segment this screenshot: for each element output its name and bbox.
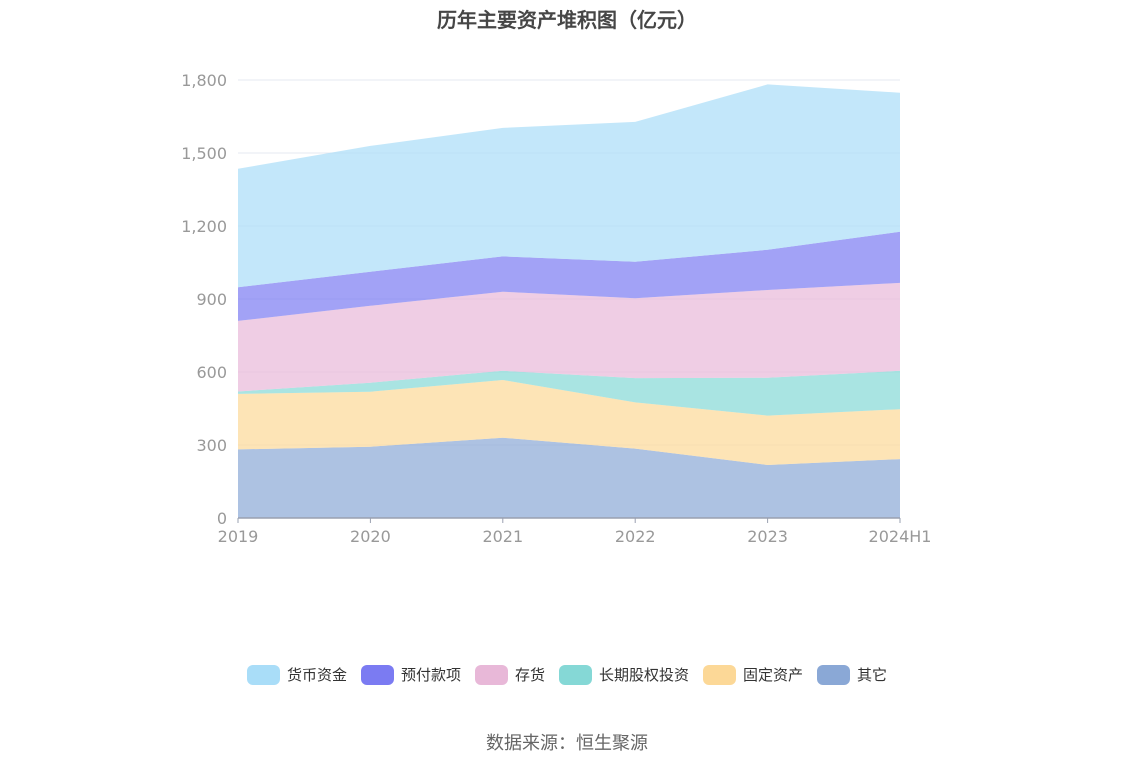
- y-tick-label: 300: [196, 436, 227, 455]
- x-tick-label: 2021: [482, 527, 523, 546]
- legend-item[interactable]: 存货: [474, 664, 545, 685]
- legend-swatch: [703, 664, 737, 685]
- y-tick-label: 1,800: [181, 71, 227, 90]
- legend-label: 其它: [857, 666, 888, 684]
- legend-swatch: [474, 664, 508, 685]
- legend-swatch: [360, 664, 394, 685]
- x-tick-label: 2024H1: [869, 527, 932, 546]
- source-note: 数据来源：恒生聚源: [486, 733, 648, 754]
- x-tick-label: 2020: [350, 527, 391, 546]
- chart-title: 历年主要资产堆积图（亿元）: [437, 8, 697, 32]
- area-预付款项: [238, 231, 900, 321]
- legend-item[interactable]: 预付款项: [360, 664, 461, 685]
- y-tick-label: 1,500: [181, 144, 227, 163]
- legend-item[interactable]: 货币资金: [246, 664, 347, 685]
- area-其它: [238, 437, 900, 518]
- y-tick-label: 600: [196, 363, 227, 382]
- x-tick-label: 2019: [218, 527, 259, 546]
- legend-label: 长期股权投资: [599, 666, 690, 684]
- legend-item[interactable]: 其它: [817, 664, 887, 685]
- area-货币资金: [238, 84, 900, 288]
- axes: 0 300 600 900 1,200 1,500 1,800 2019 2020 2021 202…: [181, 71, 931, 546]
- stacked-area-chart: 0 300 600 900 1,200 1,500 1,800 2019 2020 2021 202…: [181, 71, 931, 546]
- legend-swatch: [817, 664, 851, 685]
- legend-label: 预付款项: [400, 666, 461, 684]
- y-tick-label: 1,200: [181, 217, 227, 236]
- legend-label: 固定资产: [743, 666, 804, 684]
- legend-label: 存货: [514, 666, 545, 684]
- y-tick-label: 0: [217, 509, 227, 528]
- legend-swatch: [246, 664, 280, 685]
- y-tick-label: 900: [196, 290, 227, 309]
- legend-item[interactable]: 固定资产: [703, 664, 803, 685]
- area-长期股权投资: [238, 370, 900, 416]
- legend-label: 货币资金: [286, 666, 347, 684]
- legend-item[interactable]: 长期股权投资: [559, 664, 689, 685]
- x-tick-label: 2023: [747, 527, 788, 546]
- legend-swatch: [559, 664, 592, 685]
- area-固定资产: [238, 380, 900, 465]
- area-series: [238, 84, 900, 518]
- area-存货: [238, 282, 900, 392]
- legend: 货币资金 预付款项 存货 长期股权投资 固定资产 其它: [0, 664, 1134, 685]
- x-tick-label: 2022: [615, 527, 656, 546]
